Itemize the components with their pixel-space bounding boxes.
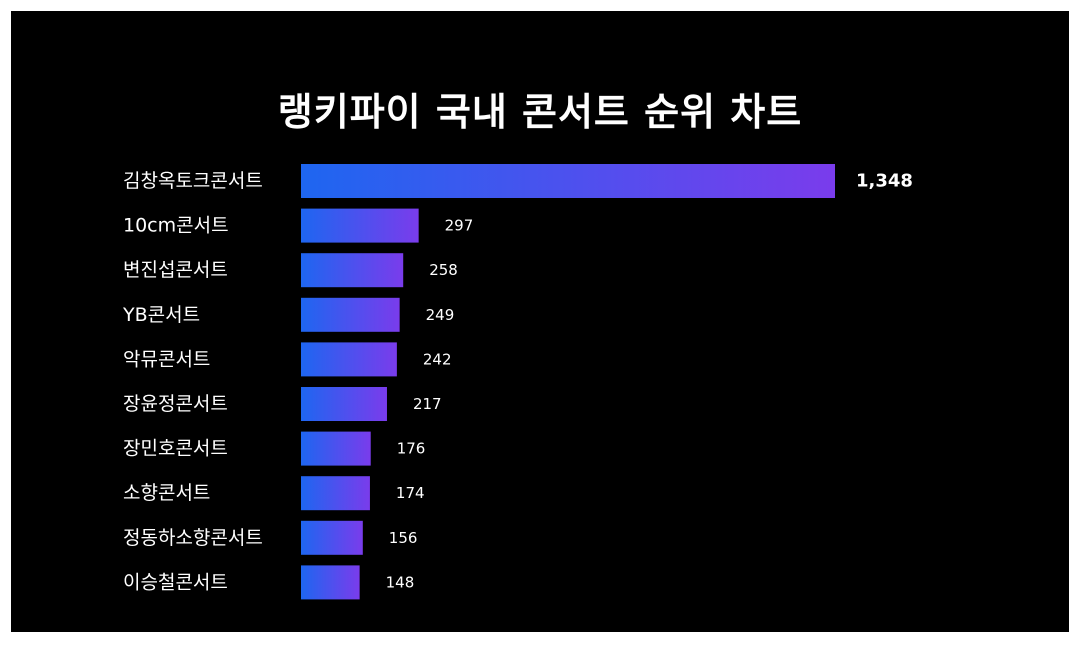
category-label: YB콘서트 (122, 304, 200, 326)
category-label: 이승철콘서트 (123, 571, 228, 593)
category-label: 소향콘서트 (123, 482, 210, 504)
value-label: 217 (413, 395, 442, 413)
category-label: 10cm콘서트 (123, 215, 229, 237)
chart-frame: 랭키파이 국내 콘서트 순위 차트 김창옥토크콘서트 1,348 10cm콘서트 29… (11, 11, 1069, 632)
value-label: 258 (429, 261, 458, 279)
bar (301, 431, 371, 466)
category-label: 김창옥토크콘서트 (123, 170, 263, 192)
value-label: 242 (423, 350, 452, 368)
bars-group: 김창옥토크콘서트 1,348 10cm콘서트 297 변진섭콘서트 258 YB콘서트 249… (122, 164, 913, 600)
category-label: 장민호콘서트 (123, 438, 228, 460)
value-label: 174 (396, 484, 425, 502)
bar (301, 520, 363, 555)
bar (301, 476, 370, 511)
value-label: 176 (397, 440, 426, 458)
bar (301, 565, 360, 600)
bar (301, 208, 419, 243)
value-label: 156 (389, 529, 418, 547)
bar (301, 297, 400, 332)
bar (301, 164, 835, 198)
chart-title: 랭키파이 국내 콘서트 순위 차트 (277, 90, 803, 134)
value-label: 297 (445, 217, 474, 235)
category-label: 장윤정콘서트 (123, 393, 228, 415)
value-label: 249 (426, 306, 455, 324)
category-label: 변진섭콘서트 (123, 259, 228, 281)
value-label: 1,348 (856, 171, 913, 192)
category-label: 악뮤콘서트 (123, 348, 210, 370)
bar (301, 342, 397, 377)
bar (301, 387, 387, 421)
value-label: 148 (386, 573, 415, 591)
bar-chart: 김창옥토크콘서트 1,348 10cm콘서트 297 변진섭콘서트 258 YB콘서트 249… (122, 164, 913, 600)
bar (301, 253, 404, 288)
category-label: 정동하소향콘서트 (123, 527, 263, 549)
